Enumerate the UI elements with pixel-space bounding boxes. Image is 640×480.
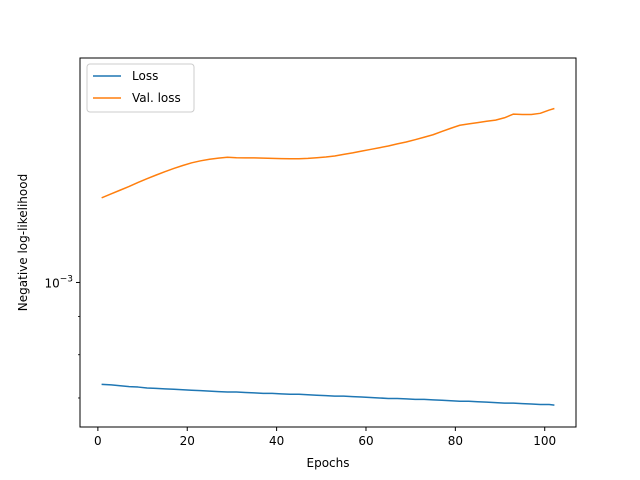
legend: Loss Val. loss [86,63,195,113]
axes [79,57,577,428]
axes-frame [79,57,577,428]
x-tick-label: 100 [533,434,556,448]
series-line-loss [101,383,555,406]
x-tick-label: 40 [269,434,284,448]
x-tick-label: 20 [180,434,195,448]
legend-label-val-loss: Val. loss [132,91,181,105]
legend-label-loss: Loss [132,69,158,83]
x-tick-label: 80 [448,434,463,448]
x-axis-label: Epochs [307,456,350,470]
plot-area [101,107,555,406]
y-axis-label: Negative log-likelihood [16,174,30,311]
series-line-val-loss [101,107,555,199]
x-tick-label: 60 [358,434,373,448]
y-tick-label: 10−3 [44,274,73,290]
x-tick-label: 0 [94,434,102,448]
axis-ticks: 0 20 40 60 80 100 10−3 [44,274,556,448]
